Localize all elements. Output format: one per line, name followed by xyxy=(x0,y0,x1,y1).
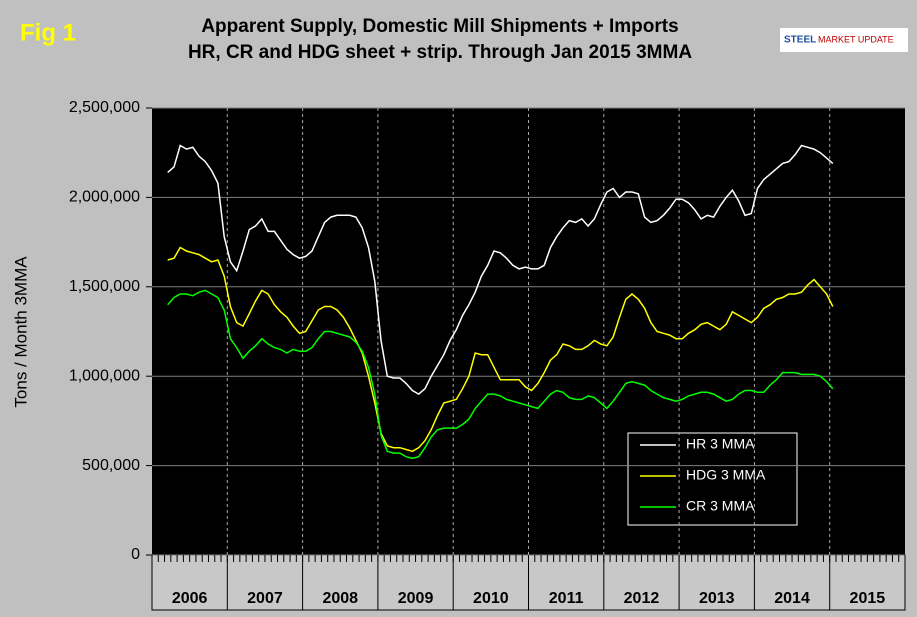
x-tick-label: 2011 xyxy=(549,590,584,607)
x-tick-label: 2010 xyxy=(473,590,509,607)
x-tick-label: 2012 xyxy=(624,590,660,607)
logo-text: STEEL xyxy=(784,35,816,46)
series-line xyxy=(167,289,834,460)
logo-box xyxy=(780,28,908,52)
figure-label: Fig 1 xyxy=(20,19,76,46)
series-line xyxy=(167,246,834,453)
y-tick-label: 2,500,000 xyxy=(69,99,140,116)
legend: HR 3 MMA HDG 3 MMA CR 3 MMA xyxy=(627,432,798,526)
x-tick-label: 2007 xyxy=(247,590,283,607)
legend-label: HDG 3 MMA xyxy=(686,467,766,483)
y-axis-label: Tons / Month 3MMA xyxy=(11,256,30,408)
x-tick-label: 2009 xyxy=(398,590,434,607)
y-tick-label: 1,000,000 xyxy=(69,367,140,384)
x-tick-label: 2015 xyxy=(850,590,886,607)
y-tick-label: 1,500,000 xyxy=(69,278,140,295)
series-line xyxy=(167,144,834,396)
chart-title: HR, CR and HDG sheet + strip. Through Ja… xyxy=(188,42,692,63)
logo-text: MARKET UPDATE xyxy=(818,34,894,44)
y-tick-label: 500,000 xyxy=(82,457,140,474)
chart-title: Apparent Supply, Domestic Mill Shipments… xyxy=(201,16,678,37)
y-tick-label: 0 xyxy=(131,546,140,563)
x-tick-label: 2014 xyxy=(774,590,810,607)
x-tick-label: 2013 xyxy=(699,590,735,607)
y-tick-label: 2,000,000 xyxy=(69,189,140,206)
legend-box xyxy=(627,432,798,526)
x-tick-label: 2008 xyxy=(322,590,358,607)
x-tick-label: 2006 xyxy=(172,590,208,607)
legend-label: CR 3 MMA xyxy=(686,498,755,514)
legend-label: HR 3 MMA xyxy=(686,436,755,452)
